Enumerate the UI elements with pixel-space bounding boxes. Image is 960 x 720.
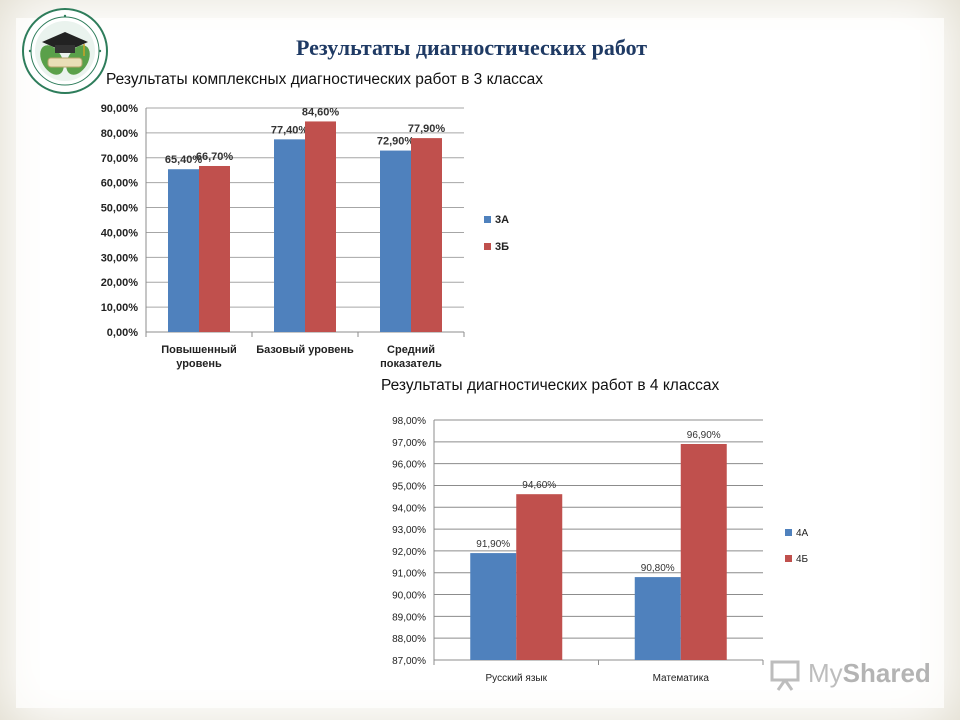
chart-1-bar: [411, 138, 442, 332]
chart-1-legend-swatch: [484, 216, 491, 223]
school-emblem-logo: [22, 8, 108, 94]
chart-2-y-tick-label: 97,00%: [392, 438, 426, 449]
chart-1-y-tick-label: 0,00%: [107, 327, 138, 339]
chart-1-data-label: 84,60%: [302, 106, 340, 118]
chart-2-bar: [516, 494, 563, 660]
chart-1-y-tick-label: 80,00%: [101, 128, 139, 140]
chart-1-category-label: Повышенный: [161, 344, 237, 356]
chart-1-y-tick-label: 40,00%: [101, 227, 139, 239]
chart-1-category-label: уровень: [176, 358, 222, 370]
chart-1-y-tick-label: 50,00%: [101, 203, 139, 215]
chart-2-y-tick-label: 87,00%: [392, 656, 426, 667]
chart-1-legend-label: 3А: [495, 214, 509, 226]
watermark-my: My: [808, 658, 843, 688]
chart-2-data-label: 94,60%: [522, 480, 556, 491]
chart-1-y-tick-label: 20,00%: [101, 277, 139, 289]
chart-1-data-label: 77,40%: [271, 124, 309, 136]
chart-1-data-label: 65,40%: [165, 154, 203, 166]
chart-2-y-tick-label: 90,00%: [392, 591, 426, 602]
chart-2-y-tick-label: 89,00%: [392, 612, 426, 623]
chart-2-category-label: Математика: [653, 673, 710, 684]
chart-2-data-label: 96,90%: [687, 430, 721, 441]
chart-2-y-tick-label: 96,00%: [392, 460, 426, 471]
chart-2-data-label: 91,90%: [476, 539, 510, 550]
chart-2-y-tick-label: 98,00%: [392, 416, 426, 427]
chart-1-y-tick-label: 60,00%: [101, 178, 139, 190]
chart-1-data-label: 72,90%: [377, 136, 415, 148]
chart-2-y-tick-label: 94,00%: [392, 503, 426, 514]
chart-1-bar: [199, 165, 230, 332]
chart-2-bar: [634, 577, 681, 660]
chart-2-y-tick-label: 95,00%: [392, 481, 426, 492]
chart-1-data-label: 66,70%: [196, 151, 234, 163]
chart-1-data-label: 77,90%: [408, 123, 446, 135]
chart-1-y-tick-label: 90,00%: [101, 103, 139, 115]
chart-2-category-label: Русский язык: [486, 673, 548, 684]
chart-1-bar: [380, 150, 411, 332]
chart-2-legend-label: 4А: [796, 528, 809, 539]
chart-2-legend-swatch: [785, 529, 792, 536]
chart-1-bar: [305, 121, 336, 332]
chart-2-title: Результаты диагностических работ в 4 кла…: [381, 377, 720, 394]
chart-2-bar: [680, 444, 727, 660]
chart-2-y-tick-label: 88,00%: [392, 634, 426, 645]
chart-2-legend-swatch: [785, 555, 792, 562]
chart-1-bar: [168, 169, 199, 332]
watermark: MyShared: [768, 656, 938, 692]
chart-1-category-label: Базовый уровень: [256, 344, 354, 356]
chart-2-bar: [470, 553, 517, 660]
chart-2-y-tick-label: 93,00%: [392, 525, 426, 536]
presentation-icon: [770, 660, 800, 691]
chart-1-category-label: показатель: [380, 358, 442, 370]
chart-1-legend-label: 3Б: [495, 241, 509, 253]
chart-2-y-tick-label: 92,00%: [392, 547, 426, 558]
watermark-text: MyShared: [808, 658, 931, 689]
chart-1-bar: [274, 139, 305, 332]
chart-1-y-tick-label: 10,00%: [101, 302, 139, 314]
chart-1-title: Результаты комплексных диагностических р…: [106, 71, 544, 88]
chart-1-y-tick-label: 70,00%: [101, 153, 139, 165]
chart-1-legend-swatch: [484, 243, 491, 250]
watermark-shared: Shared: [842, 658, 931, 688]
chart-2-y-tick-label: 91,00%: [392, 569, 426, 580]
chart-1-category-label: Средний: [387, 344, 435, 356]
chart-2-data-label: 90,80%: [641, 563, 675, 574]
chart-2-legend-label: 4Б: [796, 554, 809, 565]
slide-title: Результаты диагностических работ: [296, 35, 648, 60]
chart-1-y-tick-label: 30,00%: [101, 252, 139, 264]
